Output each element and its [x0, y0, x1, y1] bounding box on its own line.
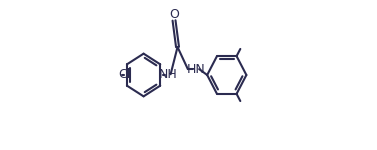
Text: HN: HN: [187, 63, 205, 76]
Text: O: O: [169, 8, 179, 21]
Text: NH: NH: [159, 69, 177, 81]
Text: Cl: Cl: [118, 69, 130, 81]
